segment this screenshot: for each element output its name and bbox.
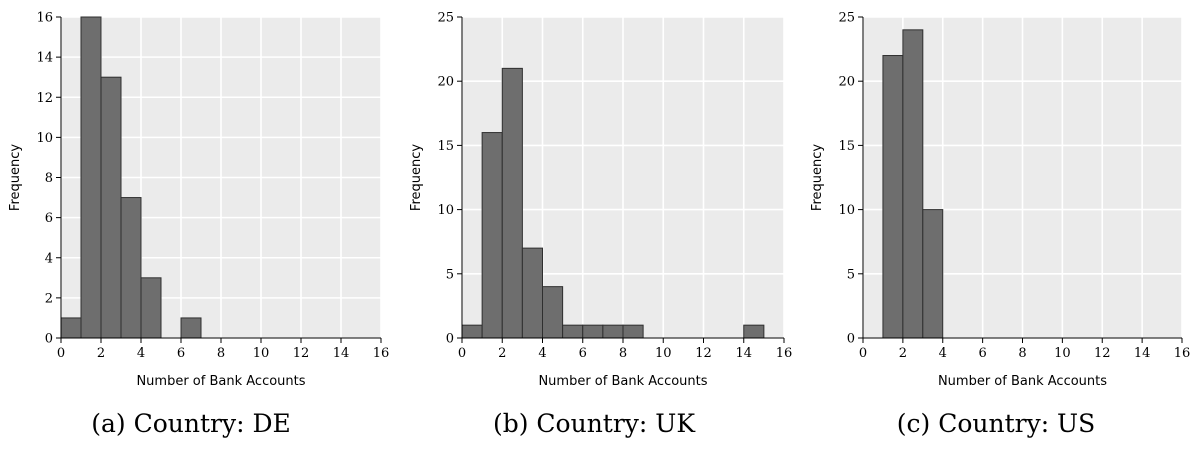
y-tick-label: 8 [45, 171, 53, 186]
histogram-bar [521, 247, 543, 339]
x-tick-label: 6 [978, 346, 986, 361]
x-tick-label: 14 [735, 346, 752, 361]
x-tick-label: 0 [458, 346, 466, 361]
histogram-bar [501, 67, 523, 339]
histogram-bar [562, 324, 584, 339]
histogram-panel-2: 0 2 4 6 8 10 12 14 16 0 5 10 15 20 25 Number of Bank Ac… [810, 11, 1190, 439]
y-tick-label: 12 [36, 91, 53, 106]
x-tick-label: 0 [859, 346, 867, 361]
histogram-bar [180, 317, 202, 339]
x-axis-label: Number of Bank Accounts [136, 374, 305, 389]
y-tick-label: 0 [45, 332, 53, 347]
y-tick-label: 5 [446, 267, 454, 282]
x-tick-label: 14 [333, 346, 350, 361]
y-tick-label: 14 [36, 51, 53, 66]
x-tick-label: 6 [579, 346, 587, 361]
y-axis-label: Frequency [409, 144, 424, 211]
x-tick-label: 4 [137, 346, 145, 361]
y-tick-label: 0 [847, 332, 855, 347]
x-tick-label: 12 [695, 346, 712, 361]
histogram-bar [922, 209, 944, 339]
y-tick-label: 25 [838, 11, 855, 26]
histogram-bar [622, 324, 644, 339]
histogram-bar [743, 324, 765, 339]
histogram-panel-0: 0 2 4 6 8 10 12 14 16 0 2 4 6 8 10 12 14 16 Number of Bank… [8, 11, 389, 439]
histogram-bar [120, 197, 142, 339]
histogram-bar [882, 55, 904, 339]
y-tick-label: 15 [838, 139, 855, 154]
y-tick-label: 20 [838, 75, 855, 90]
y-tick-label: 20 [437, 75, 454, 90]
y-tick-label: 2 [45, 291, 53, 306]
x-tick-label: 12 [293, 346, 310, 361]
x-tick-label: 2 [498, 346, 506, 361]
histogram-bar [60, 317, 82, 339]
histogram-bar [80, 16, 102, 339]
x-tick-label: 16 [373, 346, 390, 361]
histogram-bar [461, 324, 483, 339]
x-axis-label: Number of Bank Accounts [538, 374, 707, 389]
x-tick-label: 10 [253, 346, 270, 361]
y-tick-label: 0 [446, 332, 454, 347]
y-tick-label: 5 [847, 267, 855, 282]
y-tick-label: 25 [437, 11, 454, 26]
y-tick-label: 4 [45, 251, 53, 266]
y-tick-label: 6 [45, 211, 53, 226]
histogram-panel-1: 0 2 4 6 8 10 12 14 16 0 5 10 15 20 25 Number of Bank Ac… [409, 11, 792, 439]
subfigure-caption: (a) Country: DE [91, 409, 291, 438]
subfigure-caption: (c) Country: US [897, 409, 1096, 438]
x-tick-label: 8 [619, 346, 627, 361]
y-tick-label: 10 [36, 131, 53, 146]
x-axis-label: Number of Bank Accounts [938, 374, 1107, 389]
histogram-bar [100, 76, 122, 339]
y-tick-label: 10 [437, 203, 454, 218]
subfigure-caption: (b) Country: UK [493, 409, 696, 438]
x-tick-label: 8 [217, 346, 225, 361]
histogram-bar [582, 324, 604, 339]
histogram-bar [140, 277, 162, 339]
y-tick-label: 15 [437, 139, 454, 154]
histogram-bar [602, 324, 624, 339]
x-tick-label: 16 [776, 346, 793, 361]
x-tick-label: 4 [939, 346, 947, 361]
x-tick-label: 4 [538, 346, 546, 361]
histogram-bar [902, 29, 924, 339]
y-axis-label: Frequency [810, 144, 825, 211]
x-tick-label: 0 [57, 346, 65, 361]
x-tick-label: 12 [1094, 346, 1111, 361]
y-tick-label: 16 [36, 11, 53, 26]
x-tick-label: 6 [177, 346, 185, 361]
x-tick-label: 10 [1054, 346, 1071, 361]
x-tick-label: 16 [1174, 346, 1191, 361]
y-axis-label: Frequency [8, 144, 23, 211]
x-tick-label: 2 [97, 346, 105, 361]
x-tick-label: 8 [1018, 346, 1026, 361]
x-tick-label: 14 [1134, 346, 1151, 361]
x-tick-label: 10 [655, 346, 672, 361]
histogram-bar [481, 132, 503, 339]
x-tick-label: 2 [899, 346, 907, 361]
histogram-bar [542, 286, 564, 339]
y-tick-label: 10 [838, 203, 855, 218]
